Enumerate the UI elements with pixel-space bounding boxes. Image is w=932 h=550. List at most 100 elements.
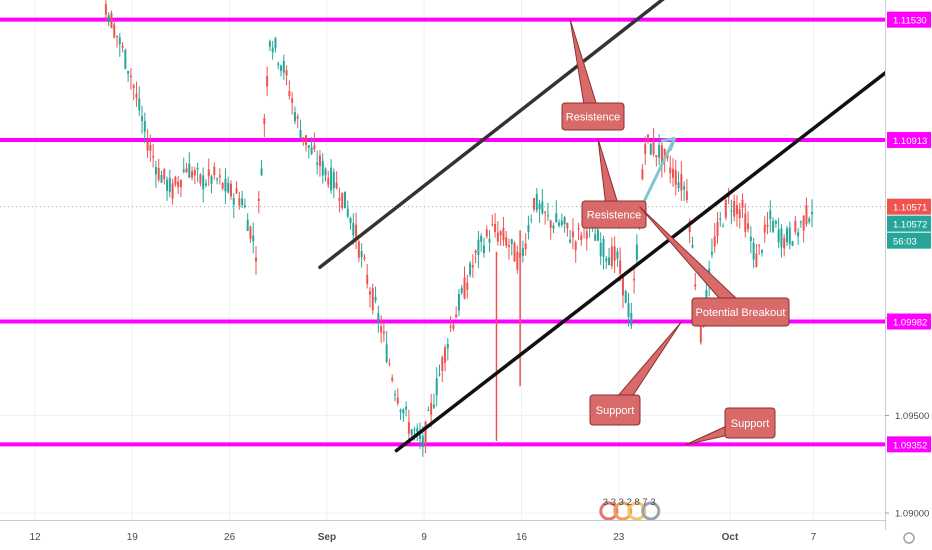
candle-down	[713, 236, 716, 247]
callout-1[interactable]: Resistence	[581, 138, 647, 229]
candle-down	[174, 176, 177, 185]
candle-up	[154, 167, 157, 175]
candle-down	[655, 155, 658, 158]
candle-up	[605, 258, 608, 262]
candle-up	[385, 344, 388, 362]
candle-up	[394, 394, 397, 396]
callout-0[interactable]: Resistence	[561, 19, 625, 131]
candle-up	[683, 186, 686, 190]
candle-up	[246, 219, 249, 232]
price-tag-label: 1.10571	[893, 203, 927, 214]
candle-up	[202, 175, 205, 190]
candle-up	[268, 41, 271, 47]
callout-box	[724, 407, 776, 439]
price-tag	[887, 436, 931, 453]
candle-up	[527, 224, 530, 233]
candle-up	[346, 208, 349, 217]
candle-up	[271, 47, 274, 53]
candle-down	[613, 246, 616, 261]
candle-down	[455, 314, 458, 318]
candle-up	[808, 218, 811, 222]
candle-down	[741, 199, 744, 208]
candle-up	[760, 250, 763, 253]
price-tag	[887, 215, 931, 232]
candle-down	[505, 237, 508, 246]
candle-up	[555, 213, 558, 223]
callout-label: Resistence	[587, 210, 641, 222]
candle-down	[494, 223, 497, 233]
candle-up	[677, 182, 680, 189]
candle-up	[232, 197, 235, 205]
candle-up	[316, 162, 319, 165]
candle-down	[802, 215, 805, 231]
candle-down	[524, 243, 527, 250]
y-tick-label: 1.09000	[895, 509, 929, 520]
candle-up	[624, 290, 627, 303]
price-axis-bg	[885, 0, 932, 550]
candle-down	[724, 199, 727, 218]
callout-3[interactable]: Support	[589, 321, 682, 426]
candle-down	[471, 265, 474, 268]
candle-down	[221, 183, 224, 189]
candle-up	[797, 232, 800, 237]
candle-down	[391, 377, 394, 381]
watermark-ring-icon	[641, 501, 661, 521]
candle-down	[104, 4, 107, 15]
lower-channel-line[interactable]	[394, 56, 906, 453]
candle-down	[407, 422, 410, 434]
candle-down	[733, 201, 736, 217]
callout-box	[589, 394, 641, 426]
candle-up	[482, 245, 485, 254]
time-axis[interactable]: 12 19 26 Sep 9 16 23 Oct 7	[0, 520, 915, 550]
candle-up	[216, 178, 219, 180]
candle-up	[460, 287, 463, 293]
price-tag	[887, 313, 931, 330]
x-tick-label: 16	[516, 532, 528, 543]
candle-up	[196, 167, 199, 170]
candle-up	[510, 239, 513, 244]
price-tag	[887, 11, 931, 28]
candle-down	[744, 213, 747, 232]
breakout-arrow-line[interactable]	[638, 137, 676, 213]
candle-up	[374, 296, 377, 301]
callout-box	[691, 297, 790, 327]
candle-down	[694, 284, 697, 287]
candle-up	[777, 229, 780, 243]
candle-down	[191, 171, 194, 178]
price-axis[interactable]: 1.125001.120001.100001.095001.090001.115…	[885, 0, 932, 550]
candle-down	[663, 148, 666, 161]
candle-down	[485, 229, 488, 237]
callout-4[interactable]: Support	[685, 407, 776, 446]
candle-up	[419, 434, 422, 440]
candle-up	[432, 404, 435, 408]
price-tag-label: 1.11530	[893, 16, 927, 27]
candle-down	[357, 241, 360, 258]
x-tick-label: Oct	[722, 532, 739, 543]
candle-down	[291, 98, 294, 103]
candle-down	[533, 198, 536, 210]
candle-down	[610, 246, 613, 267]
candle-up	[521, 248, 524, 256]
candle-down	[688, 220, 691, 232]
gear-icon[interactable]	[903, 532, 915, 544]
annotations: Resistence Resistence Potential Breakout Su…	[561, 19, 790, 446]
upper-channel-line[interactable]	[318, 0, 904, 270]
candle-up	[780, 228, 783, 248]
callout-2[interactable]: Potential Breakout	[639, 206, 790, 327]
candle-down	[502, 228, 505, 241]
candle-up	[282, 60, 285, 73]
candle-down	[341, 192, 344, 208]
callout-box	[561, 102, 625, 131]
watermark-ring-icon	[627, 501, 647, 521]
candle-down	[296, 116, 299, 119]
price-tag	[887, 232, 931, 249]
candle-up	[107, 15, 110, 23]
price-tag-label: 56:03	[893, 237, 917, 248]
candle-up	[243, 205, 246, 208]
candle-up	[402, 409, 405, 414]
candle-down	[516, 251, 519, 270]
candle-up	[330, 167, 333, 191]
callout-label: Support	[731, 418, 770, 430]
candle-down	[249, 226, 252, 239]
